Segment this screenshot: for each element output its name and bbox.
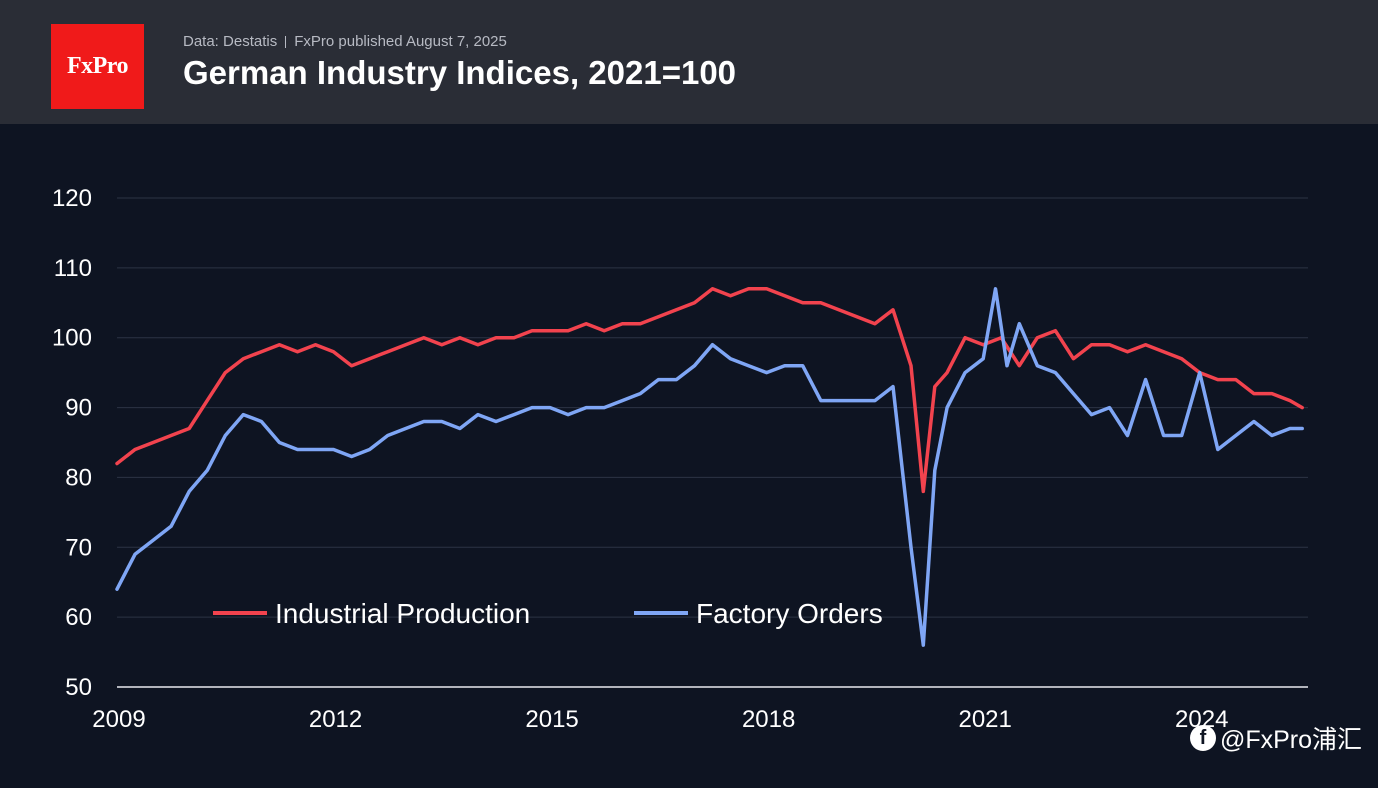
y-tick-label: 60: [65, 604, 92, 631]
series-line-factory-orders: [115, 287, 1304, 647]
y-tick-label: 50: [65, 674, 92, 701]
y-tick-label: 110: [54, 255, 92, 282]
source-label: Data: Destatis: [183, 33, 278, 50]
y-tick-label: 90: [65, 395, 92, 422]
published-label: FxPro published August 7, 2025: [294, 33, 507, 50]
facebook-icon: f: [1189, 725, 1216, 751]
x-tick-label: 2021: [958, 706, 1011, 733]
x-tick-label: 2009: [92, 706, 145, 733]
series-line-industrial-production: [115, 287, 1304, 494]
chart-title: German Industry Indices, 2021=100: [183, 54, 737, 91]
legend-label: Factory Orders: [696, 598, 883, 629]
source-separator: [285, 35, 287, 48]
fxpro-logo: FxPro: [51, 24, 144, 109]
y-tick-label: 70: [65, 534, 92, 561]
watermark: f @FxPro浦汇: [1189, 720, 1362, 756]
y-tick-label: 100: [52, 325, 92, 352]
x-tick-label: 2012: [309, 706, 362, 733]
logo-text: FxPro: [66, 53, 129, 79]
y-tick-label: 80: [65, 464, 92, 491]
grid-layer: [117, 197, 1308, 688]
watermark-text: @FxPro浦汇: [1219, 726, 1362, 754]
x-tick-label: 2018: [742, 706, 795, 733]
x-tick-label: 2015: [525, 706, 578, 733]
header-bar: FxPro Data: Destatis FxPro published Aug…: [0, 0, 1378, 124]
y-tick-label: 120: [52, 185, 92, 212]
legend: Industrial Production Factory Orders: [213, 598, 883, 629]
series-layer: [115, 287, 1304, 647]
legend-label: Industrial Production: [275, 598, 530, 629]
source-line: Data: Destatis FxPro published August 7,…: [183, 33, 507, 50]
